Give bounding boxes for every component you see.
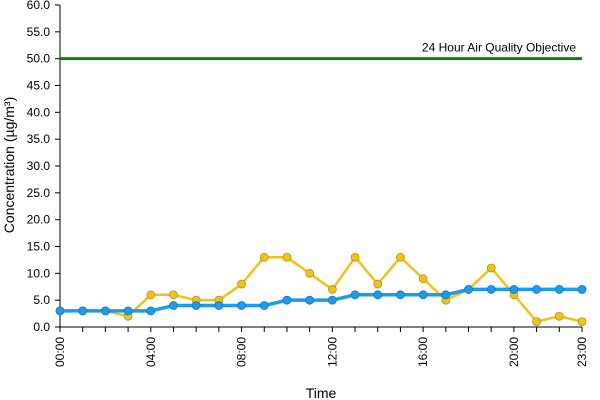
series-point bbox=[55, 306, 65, 316]
series-line bbox=[60, 255, 583, 323]
series-point bbox=[554, 311, 564, 321]
series-point bbox=[282, 252, 292, 262]
series-point bbox=[441, 290, 451, 300]
x-tick-label: 00:00 bbox=[53, 337, 67, 367]
x-tick-label: 23:00 bbox=[575, 337, 589, 367]
y-tick-label: 30.0 bbox=[27, 159, 51, 173]
series-point bbox=[486, 263, 496, 273]
series-point bbox=[327, 285, 337, 294]
series-point bbox=[350, 252, 360, 262]
series-point bbox=[146, 290, 156, 300]
y-axis-title: Concentration (µg/m³) bbox=[1, 97, 17, 233]
series-point bbox=[373, 279, 383, 289]
series-point bbox=[418, 290, 428, 300]
y-tick-label: 50.0 bbox=[27, 52, 51, 66]
x-tick-label: 16:00 bbox=[416, 337, 430, 367]
series-point bbox=[282, 295, 292, 305]
series-group bbox=[55, 252, 587, 327]
series-point bbox=[577, 285, 587, 294]
series-point bbox=[123, 306, 133, 316]
series-point bbox=[214, 301, 224, 310]
x-axis-ticks: 00:00 04:00 08:00 12:00 16:00 20:00 23:00 bbox=[53, 327, 589, 367]
y-tick-label: 5.0 bbox=[33, 293, 50, 307]
series-point bbox=[169, 290, 178, 300]
series-point bbox=[305, 268, 315, 278]
series-point bbox=[373, 290, 383, 300]
series-point bbox=[78, 306, 88, 316]
series-point bbox=[396, 252, 405, 262]
y-tick-label: 25.0 bbox=[27, 186, 51, 200]
y-tick-label: 40.0 bbox=[27, 105, 51, 119]
x-tick-label: 12:00 bbox=[325, 337, 339, 367]
series-point bbox=[532, 317, 542, 327]
series-point bbox=[146, 306, 156, 316]
series-point bbox=[350, 290, 360, 300]
x-axis-title: Time bbox=[306, 385, 337, 400]
series-point bbox=[532, 285, 542, 294]
series-point bbox=[509, 285, 519, 294]
series-point bbox=[100, 306, 110, 316]
series-point bbox=[418, 274, 428, 284]
series-point bbox=[486, 285, 496, 294]
y-axis-ticks: 0.0 5.0 10.0 15.0 20.0 25.0 30.0 35.0 40.0 45.0 50… bbox=[27, 0, 60, 334]
series-point bbox=[327, 295, 337, 305]
series-point bbox=[169, 301, 178, 310]
y-tick-label: 10.0 bbox=[27, 266, 51, 280]
x-tick-label: 04:00 bbox=[144, 337, 158, 367]
y-tick-label: 45.0 bbox=[27, 79, 51, 93]
series-point bbox=[577, 317, 587, 327]
series-point bbox=[259, 252, 269, 262]
x-tick-label: 08:00 bbox=[235, 337, 249, 367]
series-point bbox=[191, 301, 201, 310]
y-tick-label: 15.0 bbox=[27, 240, 51, 254]
series-point bbox=[305, 295, 315, 305]
series-point bbox=[237, 301, 246, 310]
series-point bbox=[464, 285, 473, 294]
y-tick-label: 20.0 bbox=[27, 213, 51, 227]
reference-line-label: 24 Hour Air Quality Objective bbox=[422, 41, 576, 55]
series-point bbox=[554, 285, 564, 294]
y-tick-label: 0.0 bbox=[33, 320, 50, 334]
series-point bbox=[237, 279, 246, 289]
series-point bbox=[396, 290, 405, 300]
reference-line-group: 24 Hour Air Quality Objective bbox=[60, 41, 582, 61]
y-tick-label: 60.0 bbox=[27, 0, 51, 12]
y-tick-label: 55.0 bbox=[27, 25, 51, 39]
x-tick-label: 20:00 bbox=[507, 337, 521, 367]
y-tick-label: 35.0 bbox=[27, 132, 51, 146]
series-point bbox=[259, 301, 269, 310]
